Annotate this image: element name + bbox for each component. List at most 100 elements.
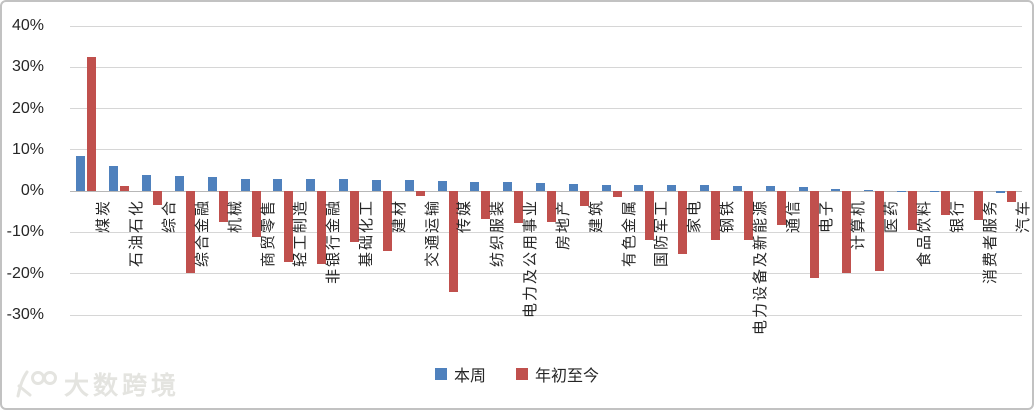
bar-week (503, 182, 513, 192)
gridline (70, 314, 1022, 316)
legend-swatch-ytd (516, 368, 528, 380)
category-slot: 电子 (792, 26, 835, 315)
legend-item-week: 本周 (434, 362, 486, 386)
legend: 本周 年初至今 (2, 363, 1032, 385)
category-slot: 汽车 (989, 26, 1032, 315)
category-slot: 纺织服装 (464, 26, 506, 315)
gridline (70, 231, 1022, 233)
x-label-box: 医药 (858, 197, 900, 357)
bar-week (732, 185, 742, 192)
x-label-box: 消费者服务 (956, 197, 999, 357)
x-label-box: 计算机 (825, 197, 867, 357)
bar-week (371, 179, 381, 192)
bar-ytd (776, 191, 786, 225)
bar-ytd (317, 191, 327, 264)
x-label-box: 商贸零售 (234, 197, 277, 357)
x-label-box: 轻工制造 (267, 197, 309, 357)
bar-ytd (842, 191, 852, 273)
bar-ytd (481, 191, 491, 219)
category-slot: 房地产 (530, 26, 572, 315)
bar-week (306, 179, 316, 192)
category-slot: 建筑 (562, 26, 605, 315)
bar-ytd (645, 191, 655, 241)
gridline (70, 66, 1022, 68)
bar-ytd (875, 191, 885, 272)
gridline (70, 149, 1022, 151)
category-slot: 通信 (759, 26, 802, 315)
x-label-box: 纺织服装 (464, 197, 506, 357)
x-label-box: 银行 (924, 197, 966, 357)
x-label-box: 煤炭 (70, 197, 112, 357)
x-category-label: 汽车 (1014, 199, 1032, 234)
bar-week (634, 184, 644, 192)
y-tick-label: -30% (6, 306, 44, 323)
category-slot: 国防军工 (628, 26, 670, 315)
bar-ytd (973, 191, 983, 220)
bar-ytd (153, 191, 163, 206)
bar-ytd (448, 191, 458, 293)
legend-item-ytd: 年初至今 (516, 362, 599, 386)
x-label-box: 国防军工 (628, 197, 670, 357)
x-label-box: 综合 (136, 197, 178, 357)
category-slot: 基础化工 (333, 26, 375, 315)
category-slot: 银行 (924, 26, 966, 315)
bar-week (831, 188, 841, 192)
x-label-box: 家电 (661, 197, 703, 357)
bar-ytd (809, 191, 819, 279)
bar-ytd (284, 191, 294, 262)
bar-ytd (1006, 191, 1016, 203)
gridline (70, 273, 1022, 275)
bar-week (535, 183, 545, 192)
bar-week (142, 174, 152, 192)
category-slot: 电力及公用事业 (497, 26, 539, 318)
category-slot: 煤炭 (70, 26, 112, 315)
bar-week (601, 184, 611, 192)
y-tick-label: 40% (11, 17, 44, 34)
y-tick-label: 20% (11, 99, 44, 117)
bar-ytd (743, 191, 753, 240)
bar-week (437, 180, 447, 192)
x-label-box: 有色金属 (595, 197, 638, 357)
x-label-box: 通信 (759, 197, 802, 357)
bar-week (765, 185, 775, 192)
x-label-box: 汽车 (989, 197, 1032, 357)
bar-ytd (350, 191, 360, 242)
bar-ytd (185, 191, 195, 273)
y-tick-label: -20% (6, 264, 44, 282)
bar-week (995, 191, 1005, 194)
category-slot: 综合 (136, 26, 178, 315)
x-label-box: 电力及公用事业 (497, 197, 539, 357)
bar-ytd (218, 191, 228, 223)
bar-week (568, 183, 578, 192)
bar-ytd (579, 191, 589, 206)
legend-swatch-week (434, 368, 447, 380)
bar-ytd (711, 191, 721, 240)
x-label-box: 机械 (201, 197, 244, 357)
bar-ytd (87, 56, 97, 192)
category-slot: 家电 (661, 26, 703, 315)
bar-week (174, 176, 184, 192)
bar-week (700, 185, 710, 192)
bar-ytd (251, 191, 261, 238)
y-tick-label: 30% (11, 58, 44, 76)
category-slot: 轻工制造 (267, 26, 309, 315)
bar-ytd (678, 191, 688, 255)
category-slot: 商贸零售 (234, 26, 277, 315)
category-slot: 传媒 (431, 26, 474, 315)
legend-label-week: 本周 (453, 368, 486, 385)
bar-ytd (908, 191, 918, 230)
x-label-box: 钢铁 (694, 197, 736, 357)
category-slot: 消费者服务 (956, 26, 999, 315)
x-label-box: 电子 (792, 197, 835, 357)
bar-ytd (382, 191, 392, 251)
bar-week (470, 181, 480, 192)
category-slot: 建材 (365, 26, 408, 315)
legend-label-ytd: 年初至今 (535, 368, 600, 385)
category-slot: 电力设备及新能源 (727, 26, 769, 335)
x-axis-line (70, 190, 1022, 192)
bar-ytd (546, 191, 556, 223)
bar-ytd (612, 191, 622, 198)
x-label-box: 食品饮料 (891, 197, 933, 357)
category-slot: 食品饮料 (891, 26, 933, 315)
